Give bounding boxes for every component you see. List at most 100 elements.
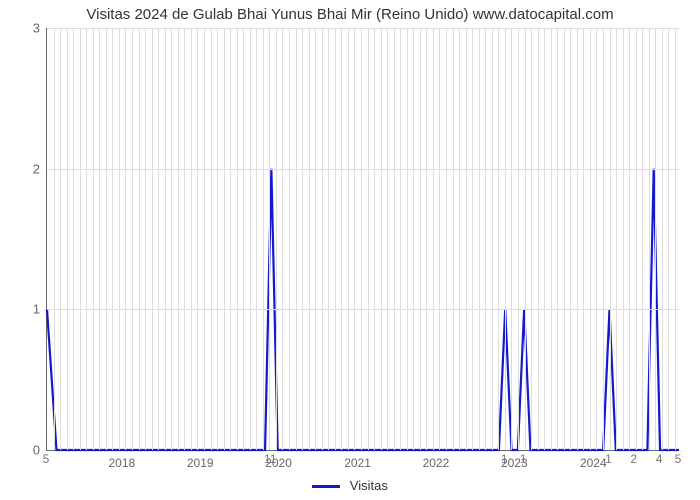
gridline-vertical — [368, 28, 369, 450]
gridline-vertical — [191, 28, 192, 450]
gridline-vertical — [132, 28, 133, 450]
data-point-label: 5 — [43, 452, 50, 466]
gridline-vertical — [99, 28, 100, 450]
data-point-label: 2 — [630, 452, 637, 466]
gridline-vertical — [413, 28, 414, 450]
gridline-vertical — [564, 28, 565, 450]
gridline-vertical — [551, 28, 552, 450]
gridline-vertical — [73, 28, 74, 450]
gridline-vertical — [649, 28, 650, 450]
data-point-label: 5 — [675, 452, 682, 466]
gridline-vertical — [374, 28, 375, 450]
legend-swatch — [312, 485, 340, 488]
gridline-vertical — [328, 28, 329, 450]
y-tick-label: 0 — [10, 443, 40, 458]
gridline-vertical — [315, 28, 316, 450]
gridline-vertical — [289, 28, 290, 450]
gridline-vertical — [119, 28, 120, 450]
gridline-vertical — [263, 28, 264, 450]
gridline-vertical — [603, 28, 604, 450]
gridline-vertical — [531, 28, 532, 450]
gridline-vertical — [623, 28, 624, 450]
gridline-vertical — [139, 28, 140, 450]
gridline-vertical — [152, 28, 153, 450]
visits-line-chart: Visitas 2024 de Gulab Bhai Yunus Bhai Mi… — [0, 0, 700, 500]
gridline-vertical — [492, 28, 493, 450]
gridline-vertical — [636, 28, 637, 450]
gridline-vertical — [171, 28, 172, 450]
y-tick-label: 1 — [10, 302, 40, 317]
gridline-vertical — [302, 28, 303, 450]
gridline-vertical — [381, 28, 382, 450]
gridline-vertical — [505, 28, 506, 450]
gridline-vertical — [276, 28, 277, 450]
gridline-vertical — [596, 28, 597, 450]
gridline-vertical — [485, 28, 486, 450]
gridline-vertical — [544, 28, 545, 450]
gridline-vertical — [158, 28, 159, 450]
gridline-vertical — [511, 28, 512, 450]
legend: Visitas — [0, 478, 700, 493]
gridline-vertical — [348, 28, 349, 450]
gridline-vertical — [204, 28, 205, 450]
gridline-vertical — [610, 28, 611, 450]
gridline-vertical — [60, 28, 61, 450]
gridline-vertical — [662, 28, 663, 450]
gridline-vertical — [668, 28, 669, 450]
gridline-vertical — [54, 28, 55, 450]
gridline-vertical — [282, 28, 283, 450]
legend-label: Visitas — [350, 478, 388, 493]
gridline-vertical — [125, 28, 126, 450]
y-tick-label: 3 — [10, 21, 40, 36]
gridline-vertical — [407, 28, 408, 450]
gridline-vertical — [570, 28, 571, 450]
gridline-vertical — [616, 28, 617, 450]
gridline-vertical — [243, 28, 244, 450]
gridline-vertical — [250, 28, 251, 450]
plot-area — [46, 28, 679, 451]
gridline-vertical — [426, 28, 427, 450]
gridline-vertical — [341, 28, 342, 450]
gridline-vertical — [675, 28, 676, 450]
gridline-vertical — [296, 28, 297, 450]
gridline-vertical — [106, 28, 107, 450]
gridline-vertical — [86, 28, 87, 450]
gridline-vertical — [256, 28, 257, 450]
data-point-label: 1 — [520, 452, 527, 466]
gridline-vertical — [518, 28, 519, 450]
gridline-vertical — [577, 28, 578, 450]
x-tick-label: 2019 — [187, 456, 214, 470]
gridline-vertical — [557, 28, 558, 450]
gridline-vertical — [361, 28, 362, 450]
gridline-vertical — [629, 28, 630, 450]
gridline-vertical — [354, 28, 355, 450]
gridline-vertical — [525, 28, 526, 450]
gridline-vertical — [335, 28, 336, 450]
gridline-vertical — [217, 28, 218, 450]
x-tick-label: 2024 — [580, 456, 607, 470]
gridline-vertical — [67, 28, 68, 450]
gridline-vertical — [472, 28, 473, 450]
gridline-vertical — [394, 28, 395, 450]
gridline-vertical — [309, 28, 310, 450]
gridline-vertical — [165, 28, 166, 450]
gridline-vertical — [439, 28, 440, 450]
gridline-vertical — [237, 28, 238, 450]
gridline-vertical — [433, 28, 434, 450]
gridline-vertical — [184, 28, 185, 450]
gridline-vertical — [224, 28, 225, 450]
data-point-label: 1 — [605, 452, 612, 466]
gridline-vertical — [538, 28, 539, 450]
gridline-vertical — [269, 28, 270, 450]
gridline-vertical — [322, 28, 323, 450]
gridline-vertical — [93, 28, 94, 450]
data-point-label: 4 — [656, 452, 663, 466]
gridline-vertical — [466, 28, 467, 450]
gridline-vertical — [112, 28, 113, 450]
gridline-vertical — [642, 28, 643, 450]
data-point-label: 11 — [264, 452, 276, 466]
data-point-label: 1 — [501, 452, 508, 466]
gridline-vertical — [197, 28, 198, 450]
gridline-vertical — [479, 28, 480, 450]
x-tick-label: 2021 — [344, 456, 371, 470]
